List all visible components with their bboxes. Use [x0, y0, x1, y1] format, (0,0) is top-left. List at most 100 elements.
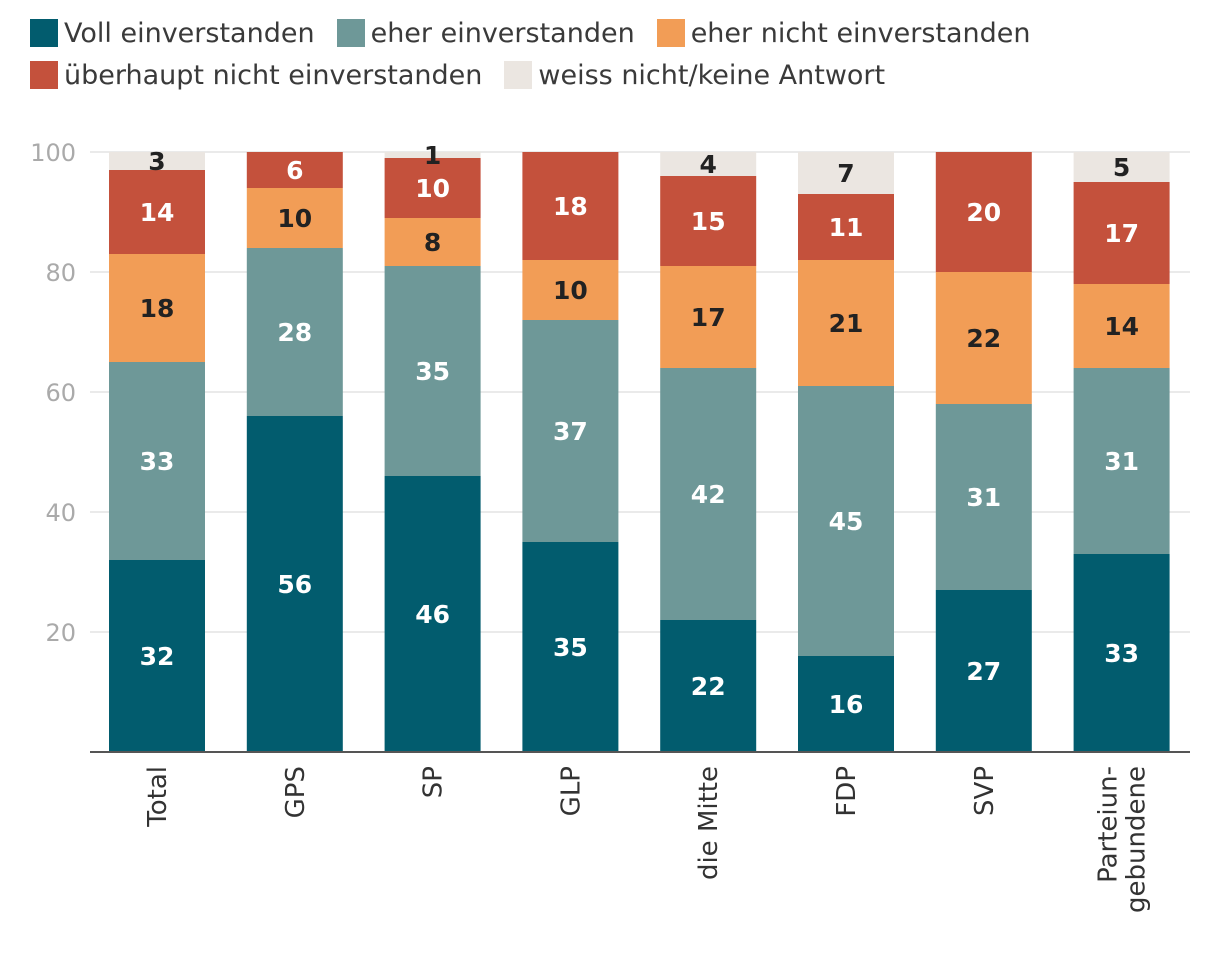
- data-label-7-0: 33: [1104, 639, 1139, 668]
- data-label-0-2: 18: [140, 294, 175, 323]
- bar-segment-1-1: [246, 248, 343, 416]
- data-label-7-4: 5: [1113, 153, 1130, 182]
- bar-segment-6-2: [935, 272, 1032, 404]
- y-tick-label-60: 60: [45, 379, 76, 407]
- category-label-1: GPS: [281, 766, 311, 818]
- data-label-3-3: 18: [553, 192, 588, 221]
- legend-label-eher: eher einverstanden: [370, 17, 635, 49]
- legend-swatch-ueberhaupt-nicht: [30, 61, 58, 89]
- data-label-3-2: 10: [553, 276, 588, 305]
- legend-swatch-weiss-nicht: [504, 61, 533, 89]
- data-label-6-1: 31: [966, 483, 1001, 512]
- data-label-4-2: 17: [691, 303, 726, 332]
- legend: Voll einverstanden eher einverstanden eh…: [30, 12, 1190, 96]
- y-tick-label-40: 40: [45, 499, 76, 527]
- category-label-0: Total: [143, 766, 173, 828]
- data-label-4-0: 22: [691, 672, 726, 701]
- data-label-1-0: 56: [277, 570, 312, 599]
- category-label-3: GLP: [556, 766, 586, 816]
- legend-label-ueberhaupt-nicht: überhaupt nicht einverstanden: [64, 59, 483, 91]
- bar-segment-3-1: [522, 320, 619, 542]
- legend-label-eher-nicht: eher nicht einverstanden: [690, 17, 1031, 49]
- bar-segment-3-0: [522, 542, 619, 752]
- bar-segment-5-2: [798, 260, 894, 386]
- y-tick-label-80: 80: [45, 259, 76, 287]
- bar-segment-4-2: [660, 266, 757, 368]
- data-label-5-3: 11: [829, 213, 864, 242]
- legend-swatch-eher: [336, 19, 365, 47]
- bar-segment-1-2: [246, 188, 343, 248]
- bar-segment-0-2: [109, 254, 205, 362]
- data-label-7-3: 17: [1104, 219, 1139, 248]
- data-label-6-2: 22: [966, 324, 1001, 353]
- bar-segment-1-3: [246, 152, 343, 188]
- legend-item-voll: Voll einverstanden: [30, 18, 315, 49]
- bar-segment-2-4: [384, 152, 481, 158]
- y-tick-label-100: 100: [30, 139, 76, 167]
- data-label-7-2: 14: [1104, 312, 1139, 341]
- bar-segment-1-0: [246, 416, 343, 752]
- legend-swatch-eher-nicht: [656, 19, 685, 47]
- bar-segment-7-3: [1073, 182, 1170, 284]
- data-label-2-1: 35: [415, 357, 450, 386]
- bar-segment-6-0: [935, 590, 1032, 752]
- category-label-7-line-1: gebundene: [1122, 766, 1152, 913]
- legend-row-1: Voll einverstanden eher einverstanden eh…: [30, 12, 1190, 54]
- bar-segment-5-1: [798, 386, 894, 656]
- legend-swatch-voll: [30, 19, 58, 47]
- data-label-1-1: 28: [277, 318, 312, 347]
- data-label-3-1: 37: [553, 417, 588, 446]
- data-label-4-4: 4: [699, 150, 716, 179]
- bar-segment-4-3: [660, 176, 757, 266]
- bar-segment-2-3: [384, 158, 481, 218]
- data-label-6-3: 20: [966, 198, 1001, 227]
- bar-segment-7-0: [1073, 554, 1170, 752]
- data-label-0-0: 32: [140, 642, 175, 671]
- category-label-2: SP: [419, 766, 449, 798]
- bar-segment-2-1: [384, 266, 481, 476]
- category-label-7-line-0: Parteiun-: [1094, 766, 1124, 883]
- data-label-1-3: 6: [286, 156, 303, 185]
- bar-segment-6-1: [935, 404, 1032, 590]
- legend-item-weiss-nicht: weiss nicht/keine Antwort: [504, 60, 885, 91]
- data-label-3-0: 35: [553, 633, 588, 662]
- bar-segment-4-0: [660, 620, 757, 752]
- bar-segment-5-0: [798, 656, 894, 752]
- bar-segment-3-2: [522, 260, 619, 320]
- bar-segment-7-4: [1073, 152, 1170, 182]
- legend-row-2: überhaupt nicht einverstanden weiss nich…: [30, 54, 1190, 96]
- bar-segment-0-4: [109, 152, 205, 170]
- data-label-0-4: 3: [148, 147, 165, 176]
- data-label-2-2: 8: [424, 228, 441, 257]
- bar-segment-2-2: [384, 218, 481, 266]
- data-label-7-1: 31: [1104, 447, 1139, 476]
- category-label-5: FDP: [832, 766, 862, 817]
- data-label-5-2: 21: [829, 309, 864, 338]
- bar-segment-4-1: [660, 368, 757, 620]
- bar-segment-5-4: [798, 152, 894, 194]
- bar-segment-2-0: [384, 476, 481, 752]
- data-label-4-1: 42: [691, 480, 726, 509]
- legend-label-voll: Voll einverstanden: [64, 17, 315, 49]
- legend-item-eher: eher einverstanden: [336, 17, 635, 49]
- data-label-2-4: 1: [424, 141, 441, 170]
- bar-segment-7-1: [1073, 368, 1170, 554]
- bar-segment-3-3: [522, 152, 619, 260]
- bar-segment-0-3: [109, 170, 205, 254]
- data-label-0-1: 33: [140, 447, 175, 476]
- bar-segment-5-3: [798, 194, 894, 260]
- data-label-1-2: 10: [277, 204, 312, 233]
- legend-item-ueberhaupt-nicht: überhaupt nicht einverstanden: [30, 60, 482, 91]
- y-tick-label-20: 20: [45, 619, 76, 647]
- category-label-6: SVP: [970, 766, 1000, 816]
- data-label-5-4: 7: [837, 159, 854, 188]
- legend-label-weiss-nicht: weiss nicht/keine Antwort: [538, 59, 886, 91]
- bar-segment-0-1: [109, 362, 205, 560]
- data-label-0-3: 14: [140, 198, 175, 227]
- data-label-5-0: 16: [829, 690, 864, 719]
- data-label-2-3: 10: [415, 174, 450, 203]
- data-label-2-0: 46: [415, 600, 450, 629]
- bar-segment-0-0: [109, 560, 205, 752]
- bar-segment-4-4: [660, 152, 757, 176]
